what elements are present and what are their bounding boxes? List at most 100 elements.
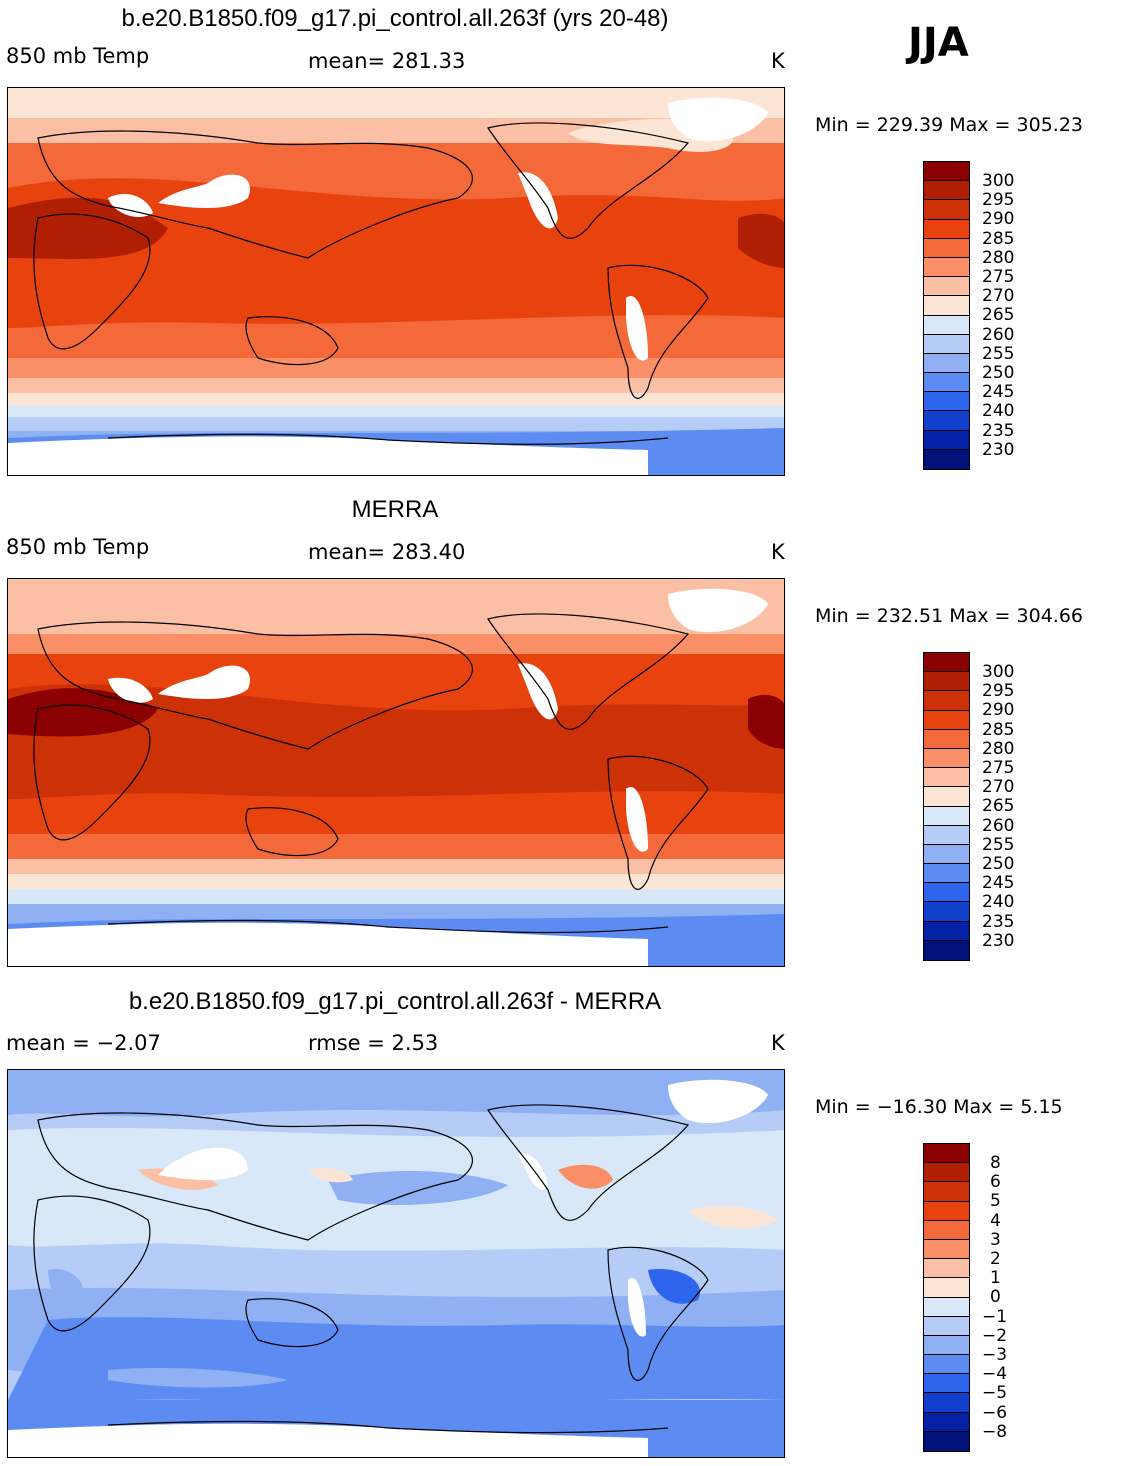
panel1-map-svg [8, 88, 784, 475]
colorbar-swatch [924, 787, 969, 807]
panel2-merra-map [7, 578, 785, 967]
colorbar-swatch [924, 710, 969, 730]
colorbar-swatch [924, 1278, 969, 1298]
colorbar-swatch [924, 1163, 969, 1183]
colorbar-swatch [924, 353, 969, 374]
colorbar-tick-label: 230 [982, 439, 1015, 460]
colorbar-tick-label: 3 [990, 1229, 1001, 1250]
colorbar-swatch [924, 748, 969, 769]
colorbar-swatch [924, 672, 969, 692]
colorbar-tick-label: 270 [982, 777, 1015, 798]
colorbar-swatch [924, 219, 969, 239]
panel3-units-label: K [771, 1031, 785, 1055]
panel2-min-max: Min = 232.51 Max = 304.66 [815, 605, 1083, 627]
colorbar-tick-label: 240 [982, 401, 1015, 422]
colorbar-swatch [924, 296, 969, 316]
colorbar-tick-label: −3 [982, 1345, 1008, 1365]
colorbar-swatch [924, 940, 969, 960]
panel1-title: b.e20.B1850.f09_g17.pi_control.all.263f … [121, 5, 669, 32]
colorbar-swatch [924, 1201, 969, 1221]
colorbar-swatch [924, 653, 969, 673]
colorbar-swatch [924, 768, 969, 788]
colorbar-swatch [924, 864, 969, 884]
colorbar-swatch [924, 1393, 969, 1413]
colorbar-swatch [924, 1220, 969, 1240]
colorbar-swatch [924, 921, 969, 941]
panel1-units-label: K [771, 49, 785, 73]
panel1-colorbar [923, 161, 970, 470]
colorbar-swatch [924, 1297, 969, 1317]
colorbar-tick-label: 260 [982, 324, 1015, 345]
panel3-rmse-label: rmse = 2.53 [308, 1031, 439, 1055]
colorbar-tick-label: 280 [982, 247, 1015, 268]
colorbar-swatch [924, 1412, 969, 1432]
colorbar-swatch [924, 1144, 969, 1164]
colorbar-tick-label: −5 [982, 1383, 1008, 1404]
colorbar-tick-label: 240 [982, 892, 1015, 913]
colorbar-tick-label: 0 [990, 1287, 1001, 1308]
colorbar-tick-label: 300 [982, 662, 1015, 682]
colorbar-tick-label: −1 [982, 1306, 1008, 1327]
colorbar-swatch [924, 844, 969, 865]
colorbar-swatch [924, 691, 969, 711]
colorbar-tick-label: 5 [990, 1191, 1001, 1212]
colorbar-tick-label: 235 [982, 911, 1015, 932]
panel2-units-label: K [771, 540, 785, 564]
colorbar-swatch [924, 257, 969, 278]
colorbar-tick-label: −8 [982, 1421, 1008, 1442]
colorbar-tick-label: 235 [982, 420, 1015, 441]
colorbar-tick-label: 275 [982, 267, 1015, 287]
colorbar-swatch [924, 1374, 969, 1394]
colorbar-swatch [924, 392, 969, 412]
colorbar-tick-label: 6 [990, 1172, 1001, 1193]
colorbar-swatch [924, 1355, 969, 1375]
colorbar-tick-label: 2 [990, 1249, 1001, 1269]
colorbar-swatch [924, 902, 969, 922]
colorbar-tick-label: −6 [982, 1402, 1008, 1423]
colorbar-tick-label: 260 [982, 815, 1015, 836]
panel1-model-map [7, 87, 785, 476]
colorbar-swatch [924, 162, 969, 182]
colorbar-tick-label: −2 [982, 1325, 1008, 1346]
colorbar-tick-label: 300 [982, 171, 1015, 191]
colorbar-tick-label: −4 [982, 1364, 1008, 1385]
colorbar-tick-label: 255 [982, 343, 1015, 364]
colorbar-swatch [924, 238, 969, 258]
panel3-difference-map [7, 1069, 785, 1458]
colorbar-tick-label: 265 [982, 305, 1015, 326]
colorbar-swatch [924, 200, 969, 220]
panel2-mean-label: mean= 283.40 [308, 540, 466, 564]
colorbar-tick-label: 245 [982, 873, 1015, 894]
colorbar-tick-label: 275 [982, 758, 1015, 778]
colorbar-swatch [924, 334, 969, 354]
panel2-map-svg [8, 579, 784, 966]
colorbar-tick-label: 250 [982, 363, 1015, 383]
colorbar-tick-label: 290 [982, 209, 1015, 230]
colorbar-swatch [924, 373, 969, 393]
panel1-min-max: Min = 229.39 Max = 305.23 [815, 114, 1083, 136]
colorbar-tick-label: 285 [982, 719, 1015, 740]
colorbar-tick-label: 8 [990, 1153, 1001, 1173]
colorbar-swatch [924, 315, 969, 335]
colorbar-swatch [924, 806, 969, 826]
panel3-mean-label: mean = −2.07 [6, 1031, 161, 1055]
colorbar-swatch [924, 181, 969, 201]
colorbar-tick-label: 295 [982, 190, 1015, 211]
colorbar-swatch [924, 1431, 969, 1451]
colorbar-tick-label: 245 [982, 382, 1015, 403]
colorbar-swatch [924, 825, 969, 845]
season-label: JJA [908, 20, 969, 66]
colorbar-tick-label: 265 [982, 796, 1015, 817]
panel3-map-svg [8, 1070, 784, 1457]
panel2-colorbar [923, 652, 970, 961]
panel3-min-max: Min = −16.30 Max = 5.15 [815, 1096, 1063, 1118]
colorbar-tick-label: 270 [982, 286, 1015, 307]
colorbar-tick-label: 290 [982, 700, 1015, 721]
colorbar-tick-label: 4 [990, 1210, 1001, 1231]
panel1-variable-label: 850 mb Temp [6, 44, 150, 68]
colorbar-tick-label: 230 [982, 930, 1015, 951]
colorbar-swatch [924, 1316, 969, 1336]
panel1-mean-label: mean= 281.33 [308, 49, 466, 73]
colorbar-swatch [924, 1335, 969, 1356]
colorbar-tick-label: 295 [982, 681, 1015, 702]
